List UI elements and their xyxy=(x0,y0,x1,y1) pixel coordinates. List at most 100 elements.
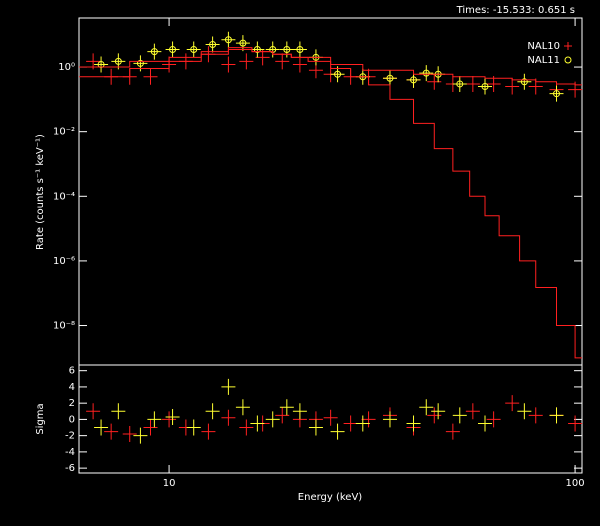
residual-point xyxy=(323,409,338,426)
residual-point xyxy=(419,399,434,416)
residual-point xyxy=(292,403,307,420)
data-point xyxy=(94,56,109,73)
residual-point xyxy=(355,415,370,432)
data-marker xyxy=(553,90,561,98)
data-point xyxy=(292,56,307,73)
residual-point xyxy=(431,403,446,420)
residual-point xyxy=(465,403,480,420)
residual-point xyxy=(165,408,180,425)
y-tick-label: -4 xyxy=(65,447,75,458)
data-marker xyxy=(422,69,430,77)
residual-point xyxy=(205,403,220,420)
data-point xyxy=(221,31,236,48)
data-point xyxy=(292,41,307,58)
y-axis-label: Rate (counts s⁻¹ keV⁻¹) xyxy=(35,134,46,250)
residual-point xyxy=(330,423,345,440)
residual-point xyxy=(122,426,137,443)
data-point xyxy=(549,85,564,102)
data-marker xyxy=(136,59,144,67)
data-marker xyxy=(283,45,291,53)
data-point xyxy=(165,41,180,58)
data-point xyxy=(452,75,467,92)
data-point xyxy=(505,78,520,95)
residual-point xyxy=(221,409,236,426)
data-marker xyxy=(334,70,342,78)
model-step xyxy=(79,48,582,359)
data-point xyxy=(221,56,236,73)
residual-point xyxy=(186,419,201,436)
data-point xyxy=(235,35,250,52)
residual-point xyxy=(235,399,250,416)
residual-point xyxy=(361,411,376,428)
y-tick-label: 10⁻² xyxy=(53,127,75,138)
y-tick-label: 0 xyxy=(69,414,75,425)
data-point xyxy=(186,41,201,58)
data-point xyxy=(427,73,442,90)
data-marker xyxy=(253,45,261,53)
data-point xyxy=(143,68,158,85)
residual-point xyxy=(427,407,442,424)
residual-point xyxy=(265,411,280,428)
model-step xyxy=(79,47,582,86)
legend-marker xyxy=(564,56,572,64)
data-point xyxy=(465,75,480,92)
data-marker xyxy=(150,48,158,56)
residual-point xyxy=(406,415,421,432)
residual-point xyxy=(343,415,358,432)
legend-marker xyxy=(564,42,572,50)
residual-point xyxy=(445,423,460,440)
data-point xyxy=(205,36,220,53)
data-point xyxy=(239,53,254,70)
residual-point xyxy=(452,407,467,424)
y-tick-label: 2 xyxy=(69,398,75,409)
residual-point xyxy=(221,378,236,395)
y-tick-label: -2 xyxy=(65,431,75,442)
data-marker xyxy=(456,80,464,88)
data-marker xyxy=(169,45,177,53)
y-tick-label: 6 xyxy=(69,366,75,377)
residual-point xyxy=(568,415,583,432)
data-marker xyxy=(209,40,217,48)
residual-point xyxy=(147,411,162,428)
data-point xyxy=(517,73,532,90)
residual-point xyxy=(133,427,148,444)
y-tick-label: 10⁻⁸ xyxy=(53,321,75,332)
legend-label: NAL10 xyxy=(527,41,560,52)
data-marker xyxy=(190,45,198,53)
residual-point xyxy=(486,411,501,428)
y-tick-label: 4 xyxy=(69,382,75,393)
residual-point xyxy=(201,423,216,440)
residual-point xyxy=(382,411,397,428)
residual-point xyxy=(104,423,119,440)
data-point xyxy=(382,70,397,87)
data-marker xyxy=(520,78,528,86)
y-tick-label: -6 xyxy=(65,463,75,474)
data-point xyxy=(275,53,290,70)
chart-title: Times: -15.533: 0.651 s xyxy=(456,5,575,16)
data-point xyxy=(478,78,493,95)
y-tick-label: 10⁰ xyxy=(58,62,75,73)
residual-point xyxy=(279,399,294,416)
residual-point xyxy=(505,395,520,412)
data-point xyxy=(265,41,280,58)
x-tick-label: 10 xyxy=(163,478,176,489)
residual-point xyxy=(549,407,564,424)
data-marker xyxy=(386,74,394,82)
data-point xyxy=(279,41,294,58)
data-marker xyxy=(239,39,247,47)
legend-label: NAL11 xyxy=(527,55,560,66)
data-point xyxy=(147,43,162,60)
data-marker xyxy=(224,36,232,44)
y-tick-label: 10⁻⁴ xyxy=(53,191,75,202)
residual-point xyxy=(86,403,101,420)
residual-point xyxy=(239,419,254,436)
data-point xyxy=(250,41,265,58)
y-axis-label: Sigma xyxy=(35,403,46,434)
y-tick-label: 10⁻⁶ xyxy=(53,256,75,267)
residual-point xyxy=(275,407,290,424)
residual-point xyxy=(308,419,323,436)
data-point xyxy=(419,65,434,82)
residual-point xyxy=(94,419,109,436)
data-marker xyxy=(481,83,489,91)
